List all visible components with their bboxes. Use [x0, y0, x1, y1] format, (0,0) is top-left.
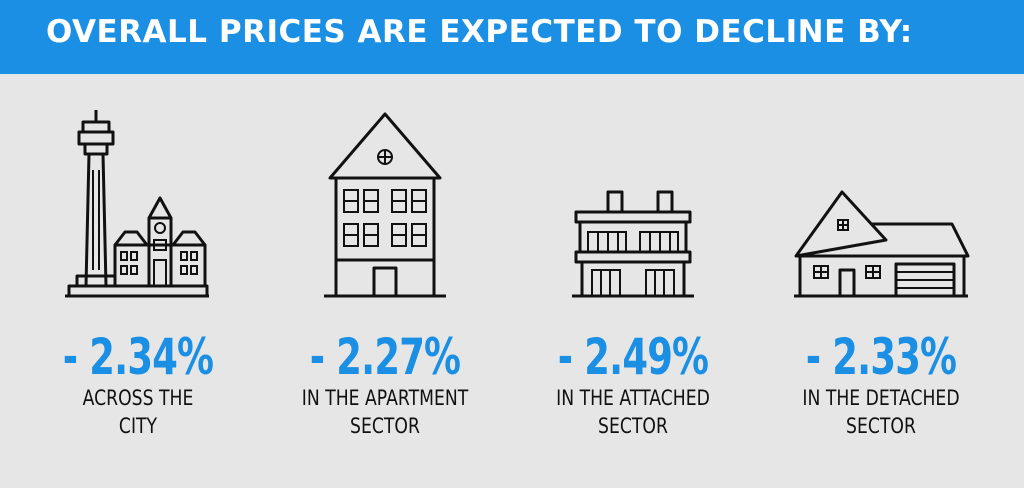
stat-caption-line1: IN THE DETACHED: [802, 386, 960, 410]
stat-value: - 2.49%: [557, 328, 709, 386]
stat-value: - 2.34%: [62, 328, 214, 386]
stat-caption-line1: IN THE ATTACHED: [556, 386, 710, 410]
page-title: OVERALL PRICES ARE EXPECTED TO DECLINE B…: [46, 14, 913, 50]
stat-city: - 2.34% ACROSS THE CITY: [13, 100, 263, 480]
stat-value: - 2.33%: [805, 328, 957, 386]
stat-caption: ACROSS THE CITY: [36, 384, 241, 440]
stat-caption-line1: ACROSS THE: [82, 386, 194, 410]
stat-caption-line1: IN THE APARTMENT: [301, 386, 469, 410]
detached-house-icon: [756, 100, 1006, 305]
stat-detached: - 2.33% IN THE DETACHED SECTOR: [756, 100, 1006, 480]
stat-attached: - 2.49% IN THE ATTACHED SECTOR: [508, 100, 758, 480]
stat-caption-line2: SECTOR: [846, 414, 916, 438]
stat-caption: IN THE DETACHED SECTOR: [779, 384, 984, 440]
city-skyline-icon: [13, 100, 263, 305]
stat-caption: IN THE ATTACHED SECTOR: [531, 384, 736, 440]
stat-caption-line2: CITY: [118, 414, 158, 438]
stat-value: - 2.27%: [309, 328, 461, 386]
header-banner: OVERALL PRICES ARE EXPECTED TO DECLINE B…: [0, 0, 1024, 74]
stat-caption-line2: SECTOR: [350, 414, 420, 438]
townhouse-icon: [508, 100, 758, 305]
apartment-building-icon: [260, 100, 510, 305]
stat-caption-line2: SECTOR: [598, 414, 668, 438]
stat-caption: IN THE APARTMENT SECTOR: [283, 384, 488, 440]
stat-apartment: - 2.27% IN THE APARTMENT SECTOR: [260, 100, 510, 480]
